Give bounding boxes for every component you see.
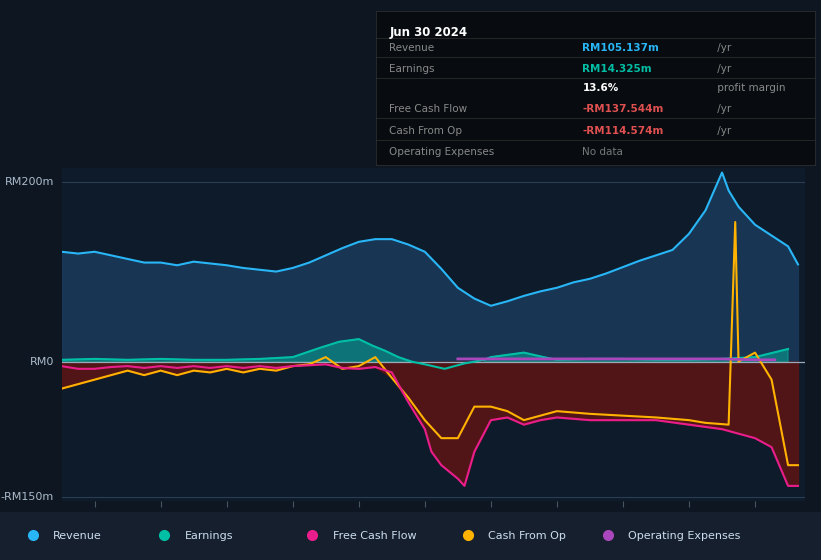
Text: Free Cash Flow: Free Cash Flow: [333, 531, 416, 541]
Text: /yr: /yr: [714, 43, 732, 53]
Text: Revenue: Revenue: [53, 531, 102, 541]
Text: /yr: /yr: [714, 64, 732, 74]
Text: RM14.325m: RM14.325m: [582, 64, 652, 74]
Text: Cash From Op: Cash From Op: [488, 531, 566, 541]
Text: Revenue: Revenue: [389, 43, 434, 53]
Text: -RM150m: -RM150m: [1, 492, 54, 502]
Text: /yr: /yr: [714, 126, 732, 136]
Text: Jun 30 2024: Jun 30 2024: [389, 26, 467, 39]
Text: Free Cash Flow: Free Cash Flow: [389, 104, 467, 114]
Text: RM200m: RM200m: [5, 176, 54, 186]
Text: Earnings: Earnings: [389, 64, 434, 74]
Text: Operating Expenses: Operating Expenses: [389, 147, 494, 157]
Text: Cash From Op: Cash From Op: [389, 126, 462, 136]
Text: -RM114.574m: -RM114.574m: [582, 126, 664, 136]
Text: 13.6%: 13.6%: [582, 83, 619, 92]
Text: Operating Expenses: Operating Expenses: [628, 531, 741, 541]
Text: RM0: RM0: [30, 357, 54, 367]
Text: RM105.137m: RM105.137m: [582, 43, 659, 53]
Text: profit margin: profit margin: [714, 83, 786, 92]
Text: No data: No data: [582, 147, 623, 157]
Text: Earnings: Earnings: [185, 531, 233, 541]
Text: -RM137.544m: -RM137.544m: [582, 104, 664, 114]
Text: /yr: /yr: [714, 104, 732, 114]
